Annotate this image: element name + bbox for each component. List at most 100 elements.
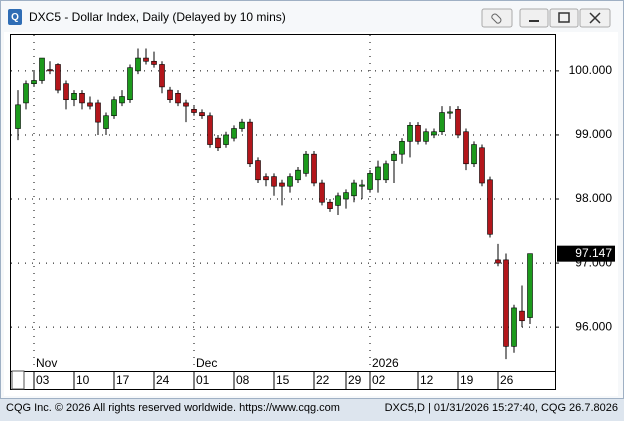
candle-body	[335, 195, 341, 206]
candle-body	[231, 128, 237, 139]
candle-body	[383, 163, 389, 181]
candle-body	[359, 184, 365, 187]
candle-body	[199, 112, 205, 117]
window-title: DXC5 - Dollar Index, Daily (Delayed by 1…	[29, 10, 286, 24]
x-tick-label: 15	[276, 373, 290, 387]
candle-body	[311, 153, 317, 184]
plot-area	[10, 34, 556, 372]
x-tick-label: 08	[236, 373, 250, 387]
candle-body	[503, 259, 509, 347]
candle-body	[415, 125, 421, 142]
candle-body	[239, 121, 245, 129]
app-icon-glyph: Q	[11, 12, 19, 23]
candle-body	[183, 102, 189, 107]
minimize-button[interactable]	[519, 8, 549, 28]
link-button[interactable]	[481, 8, 513, 28]
x-axis-area	[10, 371, 556, 390]
month-label: Nov	[36, 356, 57, 370]
candle-body	[71, 93, 77, 101]
candle-body	[191, 109, 197, 113]
candle-body	[247, 121, 253, 165]
candle-body	[55, 64, 61, 91]
month-label: 2026	[372, 356, 399, 370]
x-tick-label: 03	[36, 373, 50, 387]
y-tick-label: 99.000	[575, 127, 612, 141]
candle-body	[255, 160, 261, 181]
x-tick-label: 02	[372, 373, 386, 387]
candle-body	[479, 147, 485, 184]
status-bar	[0, 399, 624, 416]
candle-body	[167, 89, 173, 101]
candle-body	[127, 67, 133, 101]
x-tick-label: 26	[500, 373, 514, 387]
candle-body	[287, 176, 293, 187]
candle-body	[295, 169, 301, 181]
x-tick-label: 22	[316, 373, 330, 387]
candle-body	[471, 144, 477, 165]
candle-body	[511, 307, 517, 347]
candle-body	[143, 57, 149, 62]
link-icon	[491, 13, 502, 24]
maximize-button[interactable]	[549, 8, 579, 28]
footer-right: DXC5,D | 01/31/2026 15:27:40, CQG 26.7.8…	[385, 402, 618, 414]
candle-body	[431, 131, 437, 136]
candle-body	[343, 192, 349, 200]
candle-body	[87, 102, 93, 107]
candle-body	[279, 182, 285, 187]
candle-body	[15, 104, 21, 129]
candle-body	[319, 182, 325, 203]
candle-body	[263, 176, 269, 181]
close-icon	[589, 12, 601, 24]
candle-body	[95, 102, 101, 123]
candle-body	[439, 112, 445, 133]
candle-body	[327, 201, 333, 209]
candle-body	[39, 57, 45, 81]
candle-body	[215, 137, 221, 149]
footer-left: CQG Inc. © 2026 All rights reserved worl…	[6, 402, 340, 414]
y-tick-label: 96.000	[575, 319, 612, 333]
y-tick-label: 98.000	[575, 191, 612, 205]
month-label: Dec	[196, 356, 217, 370]
candle-body	[119, 96, 125, 104]
candle-body	[447, 111, 453, 114]
candle-body	[159, 64, 165, 88]
candle-body	[455, 109, 461, 136]
candle-body	[527, 253, 533, 318]
candle-body	[103, 115, 109, 129]
candle-body	[391, 153, 397, 161]
last-price-label: 97.147	[575, 246, 612, 260]
x-tick-label: 12	[420, 373, 434, 387]
scroll-box[interactable]	[11, 370, 25, 390]
candle-body	[367, 173, 373, 190]
candle-body	[63, 83, 69, 101]
candle-body	[23, 83, 29, 104]
candle-body	[407, 125, 413, 142]
x-tick-label: 17	[116, 373, 130, 387]
candle-body	[135, 57, 141, 72]
candle-body	[207, 115, 213, 145]
candle-body	[151, 60, 157, 65]
candle-body	[303, 153, 309, 174]
maximize-icon	[558, 12, 570, 23]
candle-body	[423, 131, 429, 142]
candle-body	[31, 80, 37, 84]
x-tick-label: 10	[76, 373, 90, 387]
x-tick-label: 29	[348, 373, 362, 387]
candle-body	[463, 131, 469, 165]
x-tick-label: 24	[156, 373, 170, 387]
x-tick-label: 19	[460, 373, 474, 387]
candle-body	[399, 141, 405, 155]
window-buttons[interactable]	[481, 8, 611, 28]
candle-body	[375, 166, 381, 181]
candle-body	[175, 93, 181, 104]
candle-body	[351, 182, 357, 197]
candle-body	[271, 176, 277, 187]
candle-body	[495, 259, 501, 264]
candle-body	[79, 93, 85, 104]
candle-body	[47, 69, 53, 72]
candle-body	[487, 179, 493, 235]
candle-body	[223, 134, 229, 145]
